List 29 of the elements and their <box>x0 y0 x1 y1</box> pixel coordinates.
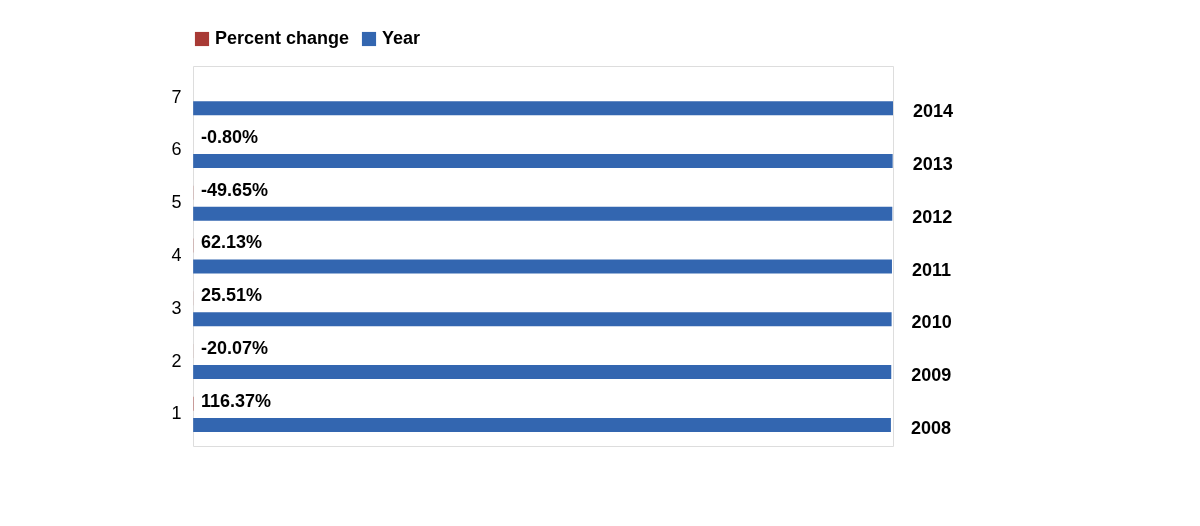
y-tick-label: 6 <box>171 139 182 160</box>
legend-label: Year <box>382 28 421 48</box>
data-label: 2013 <box>912 154 953 174</box>
data-label: 116.37% <box>201 390 272 411</box>
bar <box>193 101 893 116</box>
legend-label: Percent change <box>215 28 350 48</box>
bar <box>193 206 893 221</box>
y-tick-label: 1 <box>171 403 182 424</box>
data-label: 2010 <box>911 312 952 333</box>
y-tick-label: 2 <box>171 350 182 371</box>
bar <box>193 417 891 432</box>
data-label: 2011 <box>911 259 952 280</box>
y-tick-label: 7 <box>171 86 182 107</box>
data-label: 2009 <box>911 365 952 386</box>
bar <box>193 365 892 380</box>
bar <box>193 154 893 168</box>
data-label: -49.65% <box>201 179 269 200</box>
y-tick-label: 3 <box>171 297 182 318</box>
data-label: 2014 <box>913 101 954 122</box>
data-label: -0.80% <box>201 126 259 147</box>
bar <box>193 259 892 274</box>
data-label: 62.13% <box>201 232 263 253</box>
data-label: 25.51% <box>201 285 263 306</box>
data-label: -20.07% <box>201 338 269 358</box>
y-tick-label: 5 <box>171 192 182 213</box>
y-tick-label: 4 <box>171 245 182 265</box>
bar <box>193 312 892 327</box>
data-label: 2008 <box>910 417 951 438</box>
data-label: 2012 <box>912 206 953 227</box>
